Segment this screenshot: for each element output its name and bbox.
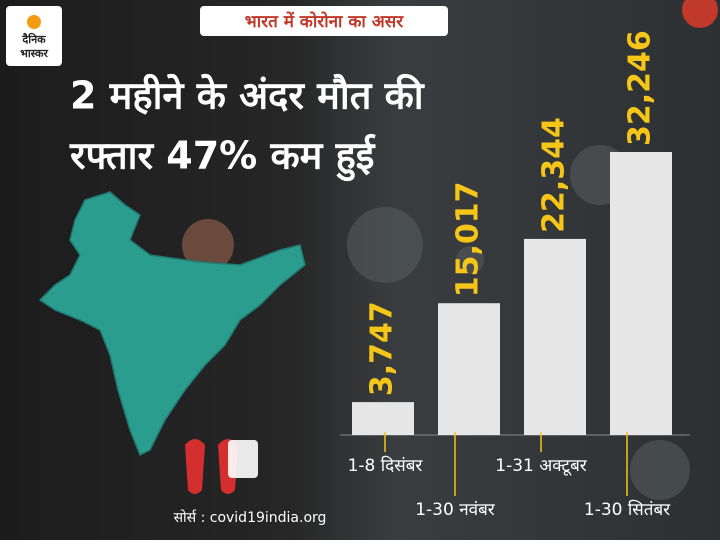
brand-line: भास्कर bbox=[20, 47, 48, 60]
bar bbox=[610, 152, 672, 435]
bar bbox=[352, 402, 414, 435]
title-line: रफ्तार 47% कम हुई bbox=[69, 134, 377, 182]
virus-icon bbox=[182, 0, 718, 271]
value-label: 3,747 bbox=[365, 301, 400, 396]
category-label: 1-30 नवंबर bbox=[415, 500, 496, 520]
logo-sun bbox=[27, 15, 41, 29]
india-map bbox=[38, 191, 306, 457]
category-label: 1-30 सितंबर bbox=[584, 499, 671, 520]
logo-box bbox=[6, 6, 62, 66]
value-label: 32,246 bbox=[623, 30, 658, 146]
bar bbox=[524, 238, 586, 435]
tag: भारत में कोरोना का असर bbox=[245, 11, 404, 32]
title-line: 2 महीने के अंदर मौत की bbox=[70, 74, 425, 118]
footprint-icon bbox=[185, 439, 258, 494]
category-label: 1-8 दिसंबर bbox=[348, 455, 424, 476]
tag-box bbox=[200, 6, 448, 36]
value-label: 22,344 bbox=[537, 117, 572, 233]
category-label: 1-31 अक्टूबर bbox=[495, 456, 588, 476]
source: सोर्स : covid19india.org bbox=[174, 509, 327, 526]
value-label: 15,017 bbox=[451, 181, 486, 297]
bar bbox=[438, 303, 500, 435]
brand-line: दैनिक bbox=[21, 32, 46, 46]
